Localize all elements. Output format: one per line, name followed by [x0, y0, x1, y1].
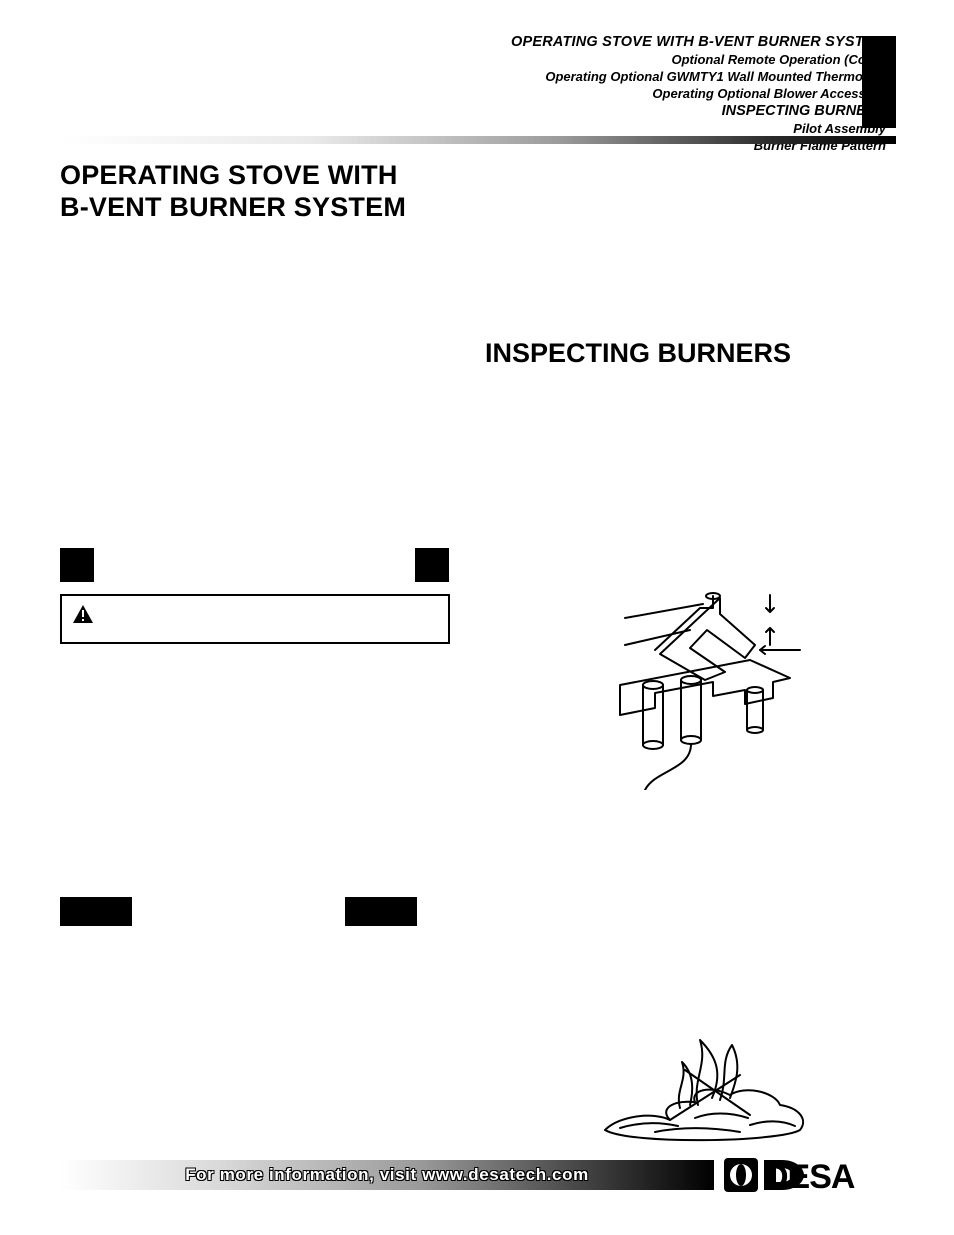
header-topic-main-1: OPERATING STOVE WITH B-VENT BURNER SYSTE…: [511, 34, 886, 50]
header-topic-sub-4: Pilot Assembly: [511, 121, 886, 136]
header-topic-sub-2: Operating Optional GWMTY1 Wall Mounted T…: [511, 69, 886, 84]
footer-band: For more information, visit www.desatech…: [60, 1160, 714, 1190]
section-heading-line1: OPERATING STOVE WITH: [60, 160, 406, 192]
section-heading-operating: OPERATING STOVE WITH B-VENT BURNER SYSTE…: [60, 160, 406, 224]
header-topic-sub-3: Operating Optional Blower Accessory: [511, 86, 886, 101]
black-square-icon: [415, 548, 449, 582]
header-topic-sub-1: Optional Remote Operation (Cont.): [511, 52, 886, 67]
desa-logo: DESA: [724, 1156, 896, 1199]
black-bar-icon: [60, 897, 132, 926]
flame-pattern-illustration: [600, 1020, 810, 1155]
warning-triangle-icon: [72, 604, 94, 629]
black-bar-icon: [345, 897, 417, 926]
svg-text:DESA: DESA: [764, 1158, 855, 1194]
warning-box: [60, 594, 450, 644]
section-heading-line2: B-VENT BURNER SYSTEM: [60, 192, 406, 224]
header-topic-main-2: INSPECTING BURNERS: [511, 103, 886, 119]
footer-text: For more information, visit www.desatech…: [185, 1165, 589, 1185]
section-heading-inspecting: INSPECTING BURNERS: [485, 338, 791, 369]
divider-rule: [60, 136, 896, 144]
pilot-assembly-illustration: [595, 590, 815, 795]
black-square-icon: [60, 548, 94, 582]
